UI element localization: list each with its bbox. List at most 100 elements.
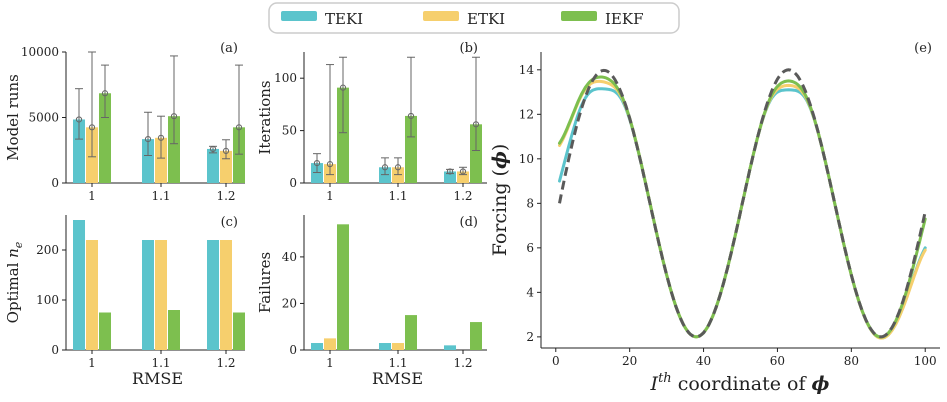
mean-marker	[209, 145, 217, 153]
mean-marker	[313, 159, 321, 167]
bar-iekf-2	[470, 322, 482, 350]
bar-iekf-0	[99, 312, 111, 350]
bar-iekf-0	[337, 87, 349, 183]
y-tick-label: 20	[282, 296, 297, 310]
mean-marker	[381, 164, 389, 171]
y-tick-label: 8	[526, 196, 534, 210]
y-tick-label: 100	[274, 71, 297, 85]
line-truth-dashed	[558, 68, 927, 339]
x-tick-label-2: 1.2	[216, 189, 235, 203]
x-axis-label: RMSE	[132, 369, 183, 388]
panel-label: (a)	[220, 41, 238, 56]
legend-label-etki: ETKI	[467, 10, 505, 28]
bar-iekf-1	[168, 116, 180, 183]
legend: TEKI ETKI IEKF	[268, 2, 680, 34]
mean-marker	[407, 112, 415, 120]
legend-swatch-etki	[423, 11, 459, 21]
y-axis-label: Iterations	[256, 80, 274, 154]
bar-etki-1	[392, 343, 404, 350]
bar-etki-1	[392, 167, 404, 183]
x-tick-label: 60	[770, 354, 785, 368]
bar-teki-2	[444, 345, 456, 350]
panel-label: (c)	[221, 215, 238, 230]
legend-label-iekf: IEKF	[605, 10, 644, 28]
line-iekf	[558, 75, 927, 339]
bar-teki-2	[207, 148, 219, 183]
y-tick-label: 0	[51, 176, 59, 190]
bar-iekf-1	[405, 115, 417, 183]
x-tick-label: 100	[914, 354, 937, 368]
x-tick-label: 20	[622, 354, 637, 368]
bar-teki-1	[142, 240, 154, 350]
mean-marker	[446, 168, 454, 175]
x-axis-label: RMSE	[372, 369, 423, 388]
mean-marker	[157, 134, 165, 141]
x-tick-label-1: 1.1	[151, 356, 170, 370]
y-tick-label: 0	[51, 343, 59, 357]
mean-marker	[472, 121, 480, 128]
bar-teki-1	[379, 343, 391, 350]
y-tick-label: 12	[519, 107, 534, 121]
legend-label-teki: TEKI	[325, 10, 363, 28]
bar-etki-2	[220, 240, 232, 350]
panel-label: (d)	[460, 215, 478, 230]
bar-teki-0	[311, 163, 323, 183]
x-tick-label: 80	[844, 354, 859, 368]
bar-iekf-2	[470, 124, 482, 183]
legend-swatch-iekf	[561, 11, 597, 21]
mean-marker	[339, 84, 347, 91]
bar-iekf-1	[168, 310, 180, 350]
x-tick-label-1: 1.1	[388, 356, 407, 370]
line-teki	[558, 87, 927, 340]
x-tick-label-1: 1.1	[151, 189, 170, 203]
bar-etki-2	[457, 171, 469, 183]
bar-teki-2	[207, 240, 219, 350]
x-tick-label: 40	[696, 354, 711, 368]
y-tick-label: 2	[526, 330, 534, 344]
mean-marker	[170, 113, 178, 120]
mean-marker	[75, 116, 83, 123]
y-tick-label: 4	[526, 285, 534, 299]
bar-iekf-0	[337, 224, 349, 350]
bar-etki-1	[155, 240, 167, 350]
bar-teki-1	[379, 167, 391, 183]
y-tick-label: 10	[519, 152, 534, 166]
y-axis-label: Forcing (ϕ)	[489, 144, 511, 257]
legend-swatch-teki	[281, 11, 317, 21]
x-axis-label: Ith coordinate of ϕ	[650, 371, 830, 395]
mean-marker	[235, 124, 243, 131]
panel-label: (b)	[460, 41, 478, 56]
bar-teki-1	[142, 139, 154, 183]
x-tick-label-0: 1	[88, 189, 96, 203]
bar-iekf-1	[405, 315, 417, 350]
y-tick-label: 200	[36, 243, 59, 257]
legend-box	[268, 2, 680, 34]
mean-marker	[144, 136, 152, 143]
mean-marker	[326, 161, 334, 168]
x-tick-label: 0	[552, 354, 560, 368]
x-tick-label-2: 1.2	[453, 189, 472, 203]
x-tick-label-2: 1.2	[216, 356, 235, 370]
y-tick-label: 40	[282, 250, 297, 264]
x-tick-label-1: 1.1	[388, 189, 407, 203]
y-tick-label: 14	[519, 63, 535, 77]
panel-e-forcing: 2 4 6 8 10 12 14 0 20 40 60 80 100 (e) Forcing (ϕ) Ith …	[489, 41, 940, 395]
y-tick-label: 10000	[21, 45, 59, 59]
bar-iekf-2	[233, 312, 245, 350]
panel-label: (e)	[914, 41, 932, 56]
y-tick-label: 6	[526, 241, 534, 255]
mean-marker	[101, 90, 109, 97]
mean-marker	[394, 164, 402, 171]
bar-teki-0	[73, 119, 85, 183]
y-tick-label: 50	[282, 124, 297, 138]
mean-marker	[459, 168, 467, 175]
x-tick-label-0: 1	[326, 189, 334, 203]
panel-d-failures: 0 20 40 1 1.1 1.2 (d) Failures RMSE	[256, 215, 487, 388]
bar-teki-0	[311, 343, 323, 350]
x-tick-label-0: 1	[326, 356, 334, 370]
bar-etki-1	[155, 137, 167, 183]
bar-teki-0	[73, 220, 85, 350]
bar-etki-0	[86, 240, 98, 350]
panel-c-optimal-ne: 0 100 200 1 1.1 1.2 (c) Optimal ne RMSE	[4, 215, 245, 388]
y-tick-label: 5000	[28, 111, 59, 125]
